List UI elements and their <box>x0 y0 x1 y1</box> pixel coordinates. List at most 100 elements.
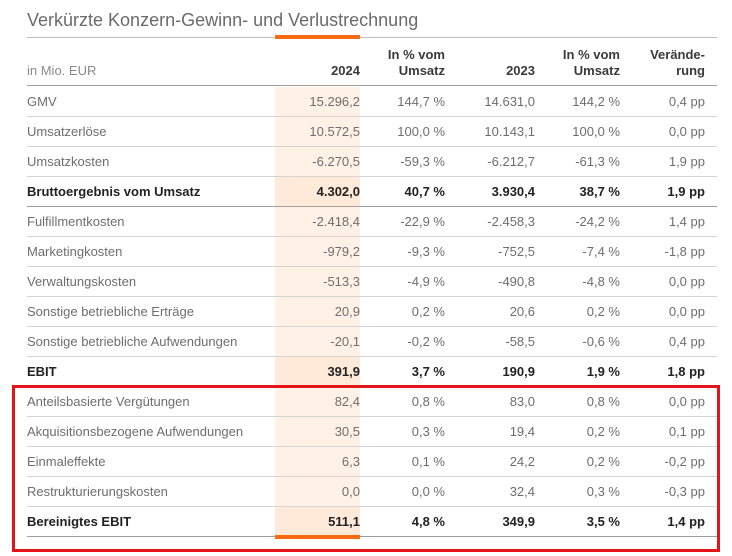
pct-2024: 0,1 % <box>411 454 445 469</box>
pct-2024: 0,0 % <box>411 484 445 499</box>
row-label: EBIT <box>27 364 57 379</box>
pct-2023: -0,6 % <box>582 334 620 349</box>
value-2024: 10.572,5 <box>275 117 360 146</box>
table-row: Bruttoergebnis vom Umsatz 4.302,0 40,7 % 3.… <box>27 177 717 207</box>
unit-label: in Mio. EUR <box>27 63 97 78</box>
value-2024: -979,2 <box>275 237 360 266</box>
row-label: Restrukturierungskosten <box>27 484 168 499</box>
table-row: Restrukturierungskosten 0,0 0,0 % 32,4 0,3 %… <box>27 477 717 507</box>
pct-2023: -24,2 % <box>575 214 620 229</box>
value-2023: -6.212,7 <box>487 154 535 169</box>
pct-2024: 4,8 % <box>411 514 445 529</box>
pct-2024: 0,3 % <box>411 424 445 439</box>
change-value: 0,4 pp <box>668 334 705 349</box>
value-2024: 391,9 <box>275 357 360 386</box>
pct-2023: 1,9 % <box>586 364 620 379</box>
table-row: Umsatzkosten -6.270,5 -59,3 % -6.212,7 -61,3… <box>27 147 717 177</box>
value-2024: 82,4 <box>275 387 360 416</box>
value-2024: 30,5 <box>275 417 360 446</box>
value-2024: 4.302,0 <box>275 177 360 206</box>
table-row: Sonstige betriebliche Aufwendungen -20,1 -… <box>27 327 717 357</box>
value-2023: -2.458,3 <box>487 214 535 229</box>
change-value: 0,0 pp <box>668 394 705 409</box>
pct-2024: -9,3 % <box>407 244 445 259</box>
value-2023: 19,4 <box>509 424 535 439</box>
table-row: GMV 15.296,2 144,7 % 14.631,0 144,2 % 0,4 pp <box>27 87 717 117</box>
change-value: -1,8 pp <box>664 244 705 259</box>
value-2024: -6.270,5 <box>275 147 360 176</box>
row-label: Umsatzerlöse <box>27 124 107 139</box>
pct-2023: 100,0 % <box>572 124 620 139</box>
pct-2024: 0,8 % <box>411 394 445 409</box>
table-body: GMV 15.296,2 144,7 % 14.631,0 144,2 % 0,4 pp U… <box>27 87 717 537</box>
change-value: 1,9 pp <box>668 154 705 169</box>
header-change: Verände-rung <box>650 47 705 78</box>
pct-2023: -61,3 % <box>575 154 620 169</box>
header-pct-2023: In % vom Umsatz <box>562 47 620 78</box>
change-value: 1,4 pp <box>668 214 705 229</box>
adjustments-highlight-box <box>12 385 720 552</box>
value-2023: 83,0 <box>509 394 535 409</box>
row-label: Anteilsbasierte Vergütungen <box>27 394 190 409</box>
pct-2023: 144,2 % <box>572 94 620 109</box>
row-label: Akquisitionsbezogene Aufwendungen <box>27 424 244 439</box>
row-label: Marketingkosten <box>27 244 123 259</box>
value-2023: 10.143,1 <box>484 124 535 139</box>
table-row: Sonstige betriebliche Erträge 20,9 0,2 % 20… <box>27 297 717 327</box>
pct-2023: -4,8 % <box>582 274 620 289</box>
value-2023: -490,8 <box>498 274 535 289</box>
row-label: Umsatzkosten <box>27 154 110 169</box>
change-value: -0,2 pp <box>664 454 705 469</box>
current-year-accent-top <box>275 35 360 39</box>
value-2024: 511,1 <box>275 507 360 536</box>
change-value: 0,0 pp <box>668 274 705 289</box>
table-row: Bereinigtes EBIT 511,1 4,8 % 349,9 3,5 % 1,4 … <box>27 507 717 537</box>
pct-2024: -22,9 % <box>400 214 445 229</box>
change-value: 0,0 pp <box>668 124 705 139</box>
value-2024: 15.296,2 <box>275 87 360 116</box>
row-label: Bruttoergebnis vom Umsatz <box>27 184 201 199</box>
row-label: Bereinigtes EBIT <box>27 514 132 529</box>
value-2024: 6,3 <box>275 447 360 476</box>
pct-2023: 0,2 % <box>586 304 620 319</box>
title-divider <box>27 37 717 38</box>
table-row: Einmaleffekte 6,3 0,1 % 24,2 0,2 % -0,2 pp <box>27 447 717 477</box>
table-row: Fulfillmentkosten -2.418,4 -22,9 % -2.458,3… <box>27 207 717 237</box>
pct-2023: 38,7 % <box>579 184 620 199</box>
pct-2023: 0,2 % <box>586 424 620 439</box>
row-label: Fulfillmentkosten <box>27 214 125 229</box>
pct-2024: -59,3 % <box>400 154 445 169</box>
pct-2023: 3,5 % <box>586 514 620 529</box>
row-label: GMV <box>27 94 57 109</box>
pct-2024: 100,0 % <box>397 124 445 139</box>
row-label: Einmaleffekte <box>27 454 106 469</box>
row-label: Sonstige betriebliche Aufwendungen <box>27 334 238 349</box>
change-value: 0,4 pp <box>668 94 705 109</box>
value-2023: 14.631,0 <box>484 94 535 109</box>
pct-2023: 0,8 % <box>586 394 620 409</box>
value-2023: -58,5 <box>505 334 535 349</box>
pct-2024: 3,7 % <box>411 364 445 379</box>
change-value: 0,1 pp <box>668 424 705 439</box>
pct-2023: 0,2 % <box>586 454 620 469</box>
pct-2024: 144,7 % <box>397 94 445 109</box>
pct-2024: -4,9 % <box>407 274 445 289</box>
table-row: Marketingkosten -979,2 -9,3 % -752,5 -7,4 % -… <box>27 237 717 267</box>
pct-2023: -7,4 % <box>582 244 620 259</box>
change-value: -0,3 pp <box>664 484 705 499</box>
pct-2024: 0,2 % <box>411 304 445 319</box>
value-2023: 190,9 <box>502 364 535 379</box>
table-row: Umsatzerlöse 10.572,5 100,0 % 10.143,1 100,0… <box>27 117 717 147</box>
value-2024: -2.418,4 <box>275 207 360 236</box>
table-title: Verkürzte Konzern-Gewinn- und Verlustrec… <box>27 10 419 30</box>
table-row: Anteilsbasierte Vergütungen 82,4 0,8 % 83,0… <box>27 387 717 417</box>
value-2023: 3.930,4 <box>491 184 535 199</box>
table-row: Verwaltungskosten -513,3 -4,9 % -490,8 -4,8 … <box>27 267 717 297</box>
change-value: 0,0 pp <box>668 304 705 319</box>
row-label: Sonstige betriebliche Erträge <box>27 304 194 319</box>
value-2024: 20,9 <box>275 297 360 326</box>
change-value: 1,4 pp <box>667 514 705 529</box>
value-2024: -20,1 <box>275 327 360 356</box>
value-2023: -752,5 <box>498 244 535 259</box>
table-row: Akquisitionsbezogene Aufwendungen 30,5 0,3… <box>27 417 717 447</box>
